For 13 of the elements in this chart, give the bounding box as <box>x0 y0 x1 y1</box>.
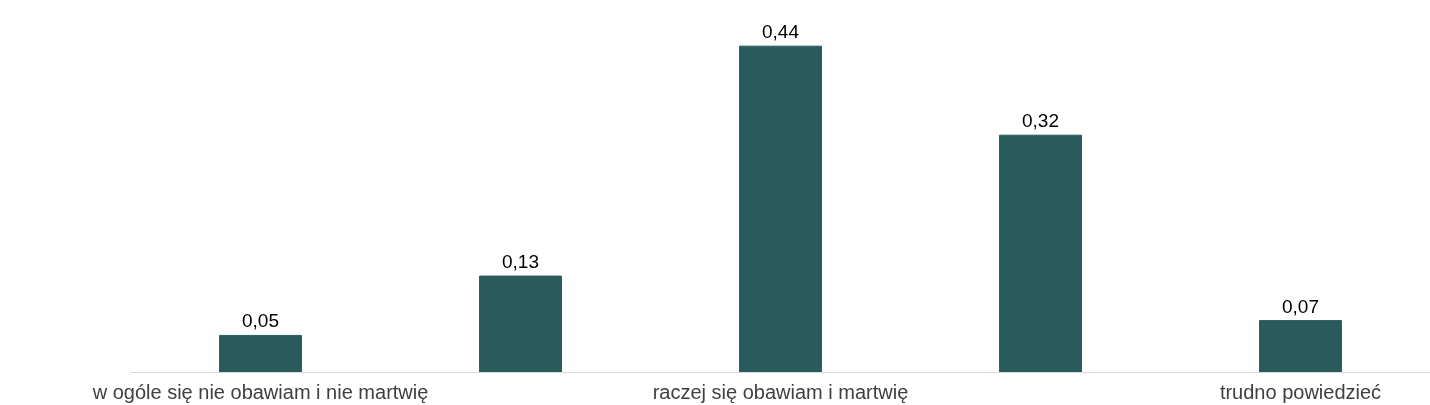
bar <box>1259 320 1342 373</box>
data-label: 0,07 <box>1282 295 1319 317</box>
data-label: 0,44 <box>762 21 800 43</box>
data-label: 0,32 <box>1022 110 1059 132</box>
data-label: 0,05 <box>242 310 279 332</box>
x-tick-label: trudno powiedzieć <box>1219 380 1382 403</box>
bar <box>739 45 822 373</box>
bar <box>999 134 1082 373</box>
data-label: 0,13 <box>502 251 539 273</box>
bar <box>479 275 562 373</box>
bar <box>219 334 302 373</box>
x-tick-label: w ogóle się nie obawiam i nie martwię <box>91 380 429 403</box>
x-tick-label: raczej się obawiam i martwię <box>652 380 909 403</box>
